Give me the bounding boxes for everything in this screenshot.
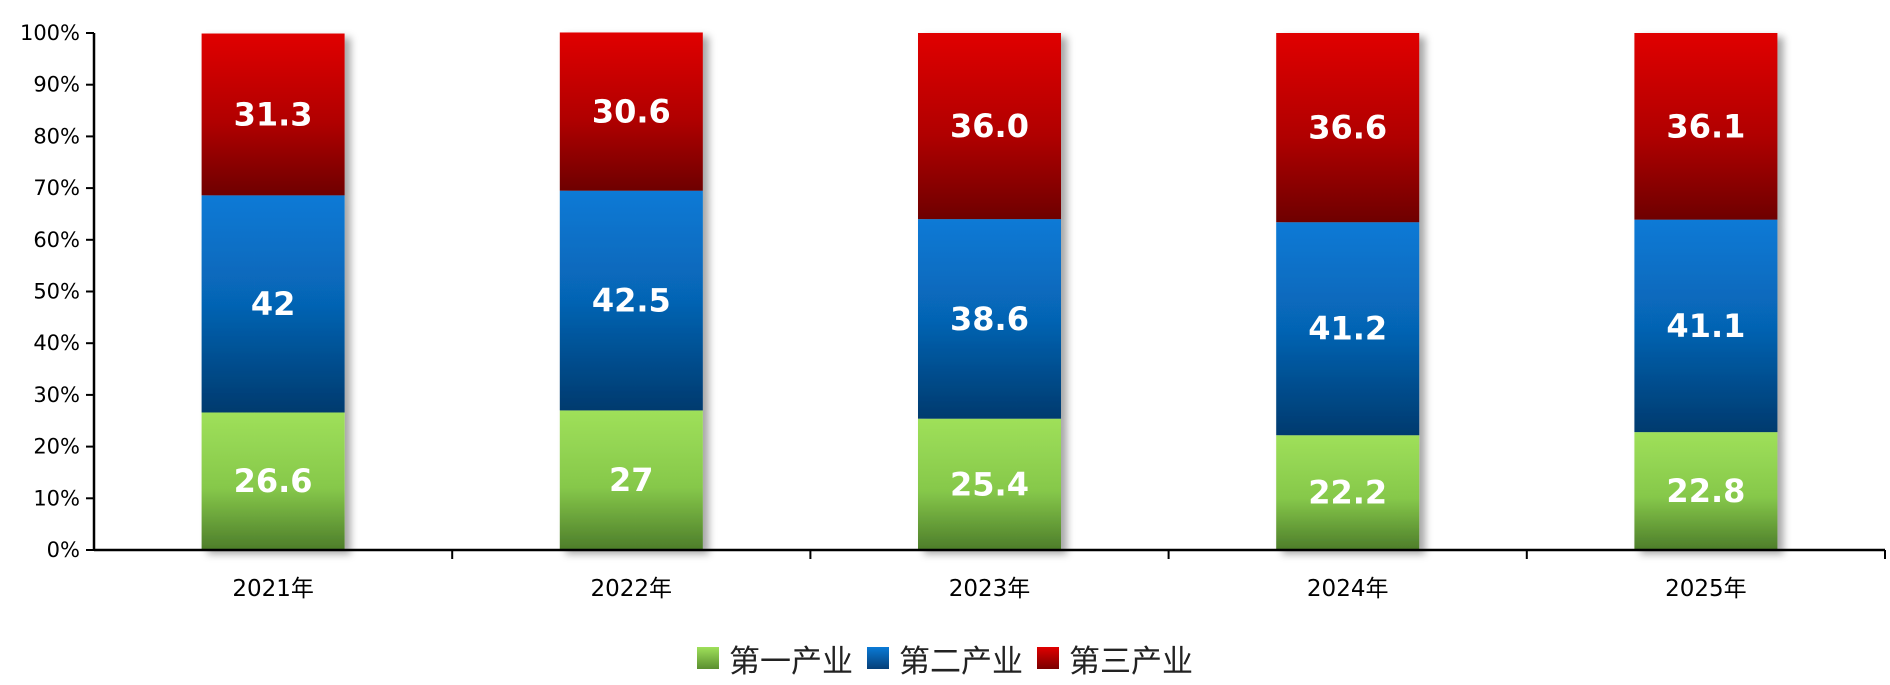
bar-stack-4 [1276, 33, 1420, 550]
bar-primary-3 [918, 418, 1061, 550]
data-label-secondary-1: 42 [251, 285, 296, 323]
bar-stack-3 [918, 33, 1061, 550]
data-label-secondary-3: 38.6 [950, 300, 1029, 338]
data-label-secondary-4: 41.2 [1308, 310, 1387, 348]
legend-item-secondary: 第二产业 [867, 636, 1023, 681]
y-tick-label: 70% [33, 176, 80, 200]
legend: 第一产业 第二产业 第三产业 [0, 636, 1890, 680]
legend-label-primary: 第一产业 [729, 643, 853, 680]
bar-tertiary-2 [559, 32, 703, 191]
y-tick-label: 30% [33, 383, 80, 407]
y-tick-label: 80% [33, 124, 80, 148]
data-label-secondary-5: 41.1 [1666, 307, 1745, 345]
stacked-bar-chart: 26.6 42 31.3 27 42.5 30.6 25.4 38.6 36.0 22.2 41.2… [20, 21, 1886, 602]
x-tick-label-1: 2021年 [232, 576, 314, 602]
bar-stack-2 [559, 32, 703, 550]
y-tick-label: 90% [33, 73, 80, 97]
data-label-primary-2: 27 [609, 461, 654, 499]
legend-swatch-tertiary [1037, 647, 1059, 669]
bar-secondary-2 [559, 190, 703, 411]
bars-layer [201, 32, 1778, 550]
bar-primary-1 [201, 412, 345, 550]
bar-stack-1 [201, 33, 345, 550]
x-tick-label-5: 2025年 [1665, 576, 1747, 602]
bar-secondary-1 [201, 195, 345, 413]
y-tick-label: 0% [47, 538, 80, 562]
bar-tertiary-5 [1634, 33, 1778, 220]
legend-item-tertiary: 第三产业 [1037, 636, 1193, 681]
value-labels-layer: 26.6 42 31.3 27 42.5 30.6 25.4 38.6 36.0 22.2 41.2… [234, 93, 1746, 512]
bar-tertiary-3 [918, 33, 1061, 220]
y-tick-label: 50% [33, 280, 80, 304]
data-label-tertiary-5: 36.1 [1666, 107, 1745, 145]
legend-swatch-primary [697, 647, 719, 669]
data-label-tertiary-1: 31.3 [234, 95, 313, 133]
y-tick-label: 60% [33, 228, 80, 252]
data-label-secondary-2: 42.5 [592, 282, 671, 320]
bar-secondary-3 [918, 219, 1061, 419]
data-label-tertiary-4: 36.6 [1308, 109, 1387, 147]
bar-secondary-4 [1276, 222, 1420, 436]
y-tick-label: 20% [33, 435, 80, 459]
data-label-tertiary-2: 30.6 [592, 93, 671, 131]
data-label-primary-5: 22.8 [1666, 472, 1745, 510]
y-tick-label: 10% [33, 486, 80, 510]
bar-tertiary-1 [201, 33, 345, 196]
data-label-primary-4: 22.2 [1308, 474, 1387, 512]
x-tick-label-4: 2024年 [1307, 576, 1389, 602]
legend-swatch-secondary [867, 647, 889, 669]
data-label-tertiary-3: 36.0 [950, 107, 1029, 145]
axes-layer: 2021年 2022年 2023年 2024年 2025年 0% 10% 20% 30% 40% 5… [20, 21, 1886, 602]
y-tick-label: 40% [33, 331, 80, 355]
bar-primary-5 [1634, 432, 1778, 550]
legend-label-tertiary: 第三产业 [1069, 643, 1193, 680]
legend-label-secondary: 第二产业 [899, 643, 1023, 680]
bar-stack-5 [1634, 33, 1778, 550]
bar-secondary-5 [1634, 219, 1778, 433]
bar-tertiary-4 [1276, 33, 1420, 223]
bar-primary-4 [1276, 435, 1420, 550]
data-label-primary-1: 26.6 [234, 462, 313, 500]
y-tick-label: 100% [20, 21, 80, 45]
x-tick-label-2: 2022年 [591, 576, 673, 602]
bar-primary-2 [559, 410, 703, 550]
legend-item-primary: 第一产业 [697, 636, 853, 681]
data-label-primary-3: 25.4 [950, 465, 1029, 503]
x-tick-label-3: 2023年 [949, 576, 1031, 602]
